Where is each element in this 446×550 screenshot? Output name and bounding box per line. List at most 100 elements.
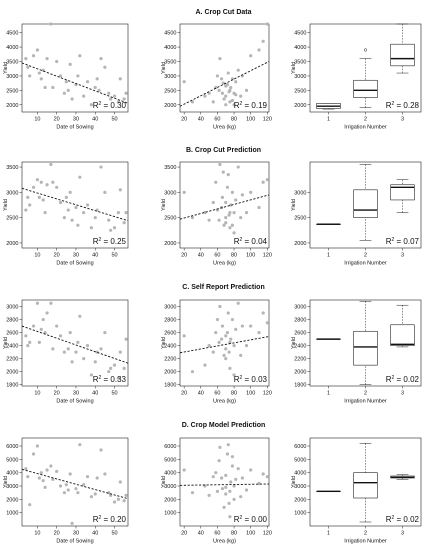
data-point [89, 103, 93, 107]
r-squared-superscript: 2 [392, 237, 395, 243]
x-tick-label: 60 [214, 253, 220, 259]
data-point [28, 340, 32, 344]
data-point [76, 491, 80, 495]
y-tick-label: 2000 [6, 497, 18, 503]
data-point [26, 475, 30, 479]
data-point [116, 376, 120, 380]
data-point [89, 373, 93, 377]
x-tick-label: 20 [181, 391, 187, 397]
x-tick-label: 50 [111, 391, 117, 397]
data-point [122, 221, 126, 225]
panel-row-d: D. Crop Model Prediction 1000 2000 3000 4000… [3, 422, 422, 545]
box-irrigation-2 [353, 443, 378, 523]
data-point [124, 210, 128, 215]
data-point [93, 85, 97, 90]
r-squared-symbol: R [386, 237, 392, 246]
data-point [66, 208, 70, 212]
data-point [39, 327, 43, 331]
x-tick-label: 80 [231, 531, 237, 537]
scatter-urea: 2000 2500 3000 3500 4000 4500 20 40 60 80 100 120 Ur… [161, 22, 272, 131]
y-tick-label: 2000 [164, 241, 176, 247]
data-point [124, 337, 128, 341]
data-point [55, 469, 59, 473]
r-squared-superscript: 2 [99, 101, 102, 107]
r-squared-symbol: R [386, 101, 392, 110]
data-point [265, 22, 269, 26]
data-point [107, 91, 111, 95]
data-point [230, 98, 235, 103]
x-tick-label: 100 [246, 531, 255, 537]
data-point [215, 317, 220, 322]
y-tick-label: 3000 [294, 484, 306, 490]
x-tick-label: 50 [111, 531, 117, 537]
data-point [214, 330, 218, 335]
data-point [218, 57, 222, 61]
boxplot-irrigation: 1 2 3 2000 2500 3000 3500 4000 4500 Irrigation Nu… [291, 23, 422, 131]
y-tick-label: 2500 [294, 88, 306, 94]
data-point [228, 366, 232, 371]
data-point [99, 347, 103, 351]
data-point [118, 188, 122, 192]
data-point [93, 492, 97, 496]
box-iqr [390, 184, 415, 201]
r-squared-value: = 0.30 [101, 101, 126, 110]
data-point [49, 162, 53, 167]
data-point [182, 80, 186, 84]
panel-row-c: C. Self Report Prediction180020002200240… [3, 284, 422, 405]
data-point [214, 180, 218, 184]
y-tick-label: 3000 [294, 74, 306, 80]
x-axis-label: Date of Sowing [56, 539, 93, 545]
data-point [118, 77, 122, 81]
data-point [31, 54, 36, 58]
data-point [234, 93, 238, 97]
data-point [203, 363, 207, 367]
data-point [230, 317, 235, 322]
y-tick-label: 2800 [6, 318, 18, 324]
y-tick-label: 2800 [164, 318, 176, 324]
data-point [182, 190, 186, 194]
data-point [207, 493, 211, 497]
x-axis-label: Date of Sowing [56, 125, 93, 131]
data-point [224, 347, 228, 351]
data-point [215, 208, 220, 212]
data-point [249, 468, 253, 472]
data-point [76, 223, 80, 227]
data-point [228, 515, 232, 519]
y-tick-label: 2000 [6, 370, 18, 376]
y-axis-label: Yield [3, 199, 9, 211]
y-tick-label: 2500 [164, 216, 176, 222]
data-point [107, 218, 111, 222]
data-point [49, 301, 53, 305]
data-point [224, 200, 228, 205]
data-point [230, 223, 235, 227]
data-point [227, 213, 231, 217]
regression-line [21, 325, 129, 364]
data-point [28, 74, 32, 78]
x-tick-label: 100 [246, 391, 255, 397]
data-point [95, 77, 99, 81]
x-tick-label: 100 [246, 253, 255, 259]
data-point [236, 68, 240, 72]
y-tick-label: 6000 [6, 444, 18, 450]
data-point [214, 471, 218, 475]
scatter-urea: 1000 2000 3000 4000 5000 6000 20 40 60 80 100 120 Ur… [161, 437, 272, 545]
data-point [99, 448, 103, 452]
box-irrigation-3 [390, 304, 415, 348]
x-tick-label: 60 [214, 531, 220, 537]
y-axis-label: Yield [3, 337, 9, 349]
data-point [219, 77, 224, 81]
scatter-date-of-sowing: 1800 2000 2200 2400 2600 2800 3000 10 20 30 40 50 Da… [3, 299, 129, 405]
data-point [109, 97, 113, 101]
data-point [62, 491, 66, 495]
y-tick-label: 2200 [6, 357, 18, 363]
data-point [190, 100, 195, 104]
x-tick-label: 40 [198, 117, 204, 123]
y-tick-label: 2000 [294, 370, 306, 376]
r-squared-superscript: 2 [99, 515, 102, 521]
data-point [85, 80, 90, 84]
data-point [224, 216, 228, 220]
data-point [229, 203, 233, 207]
data-point [218, 162, 222, 167]
data-point [261, 39, 265, 43]
data-point [74, 487, 78, 491]
